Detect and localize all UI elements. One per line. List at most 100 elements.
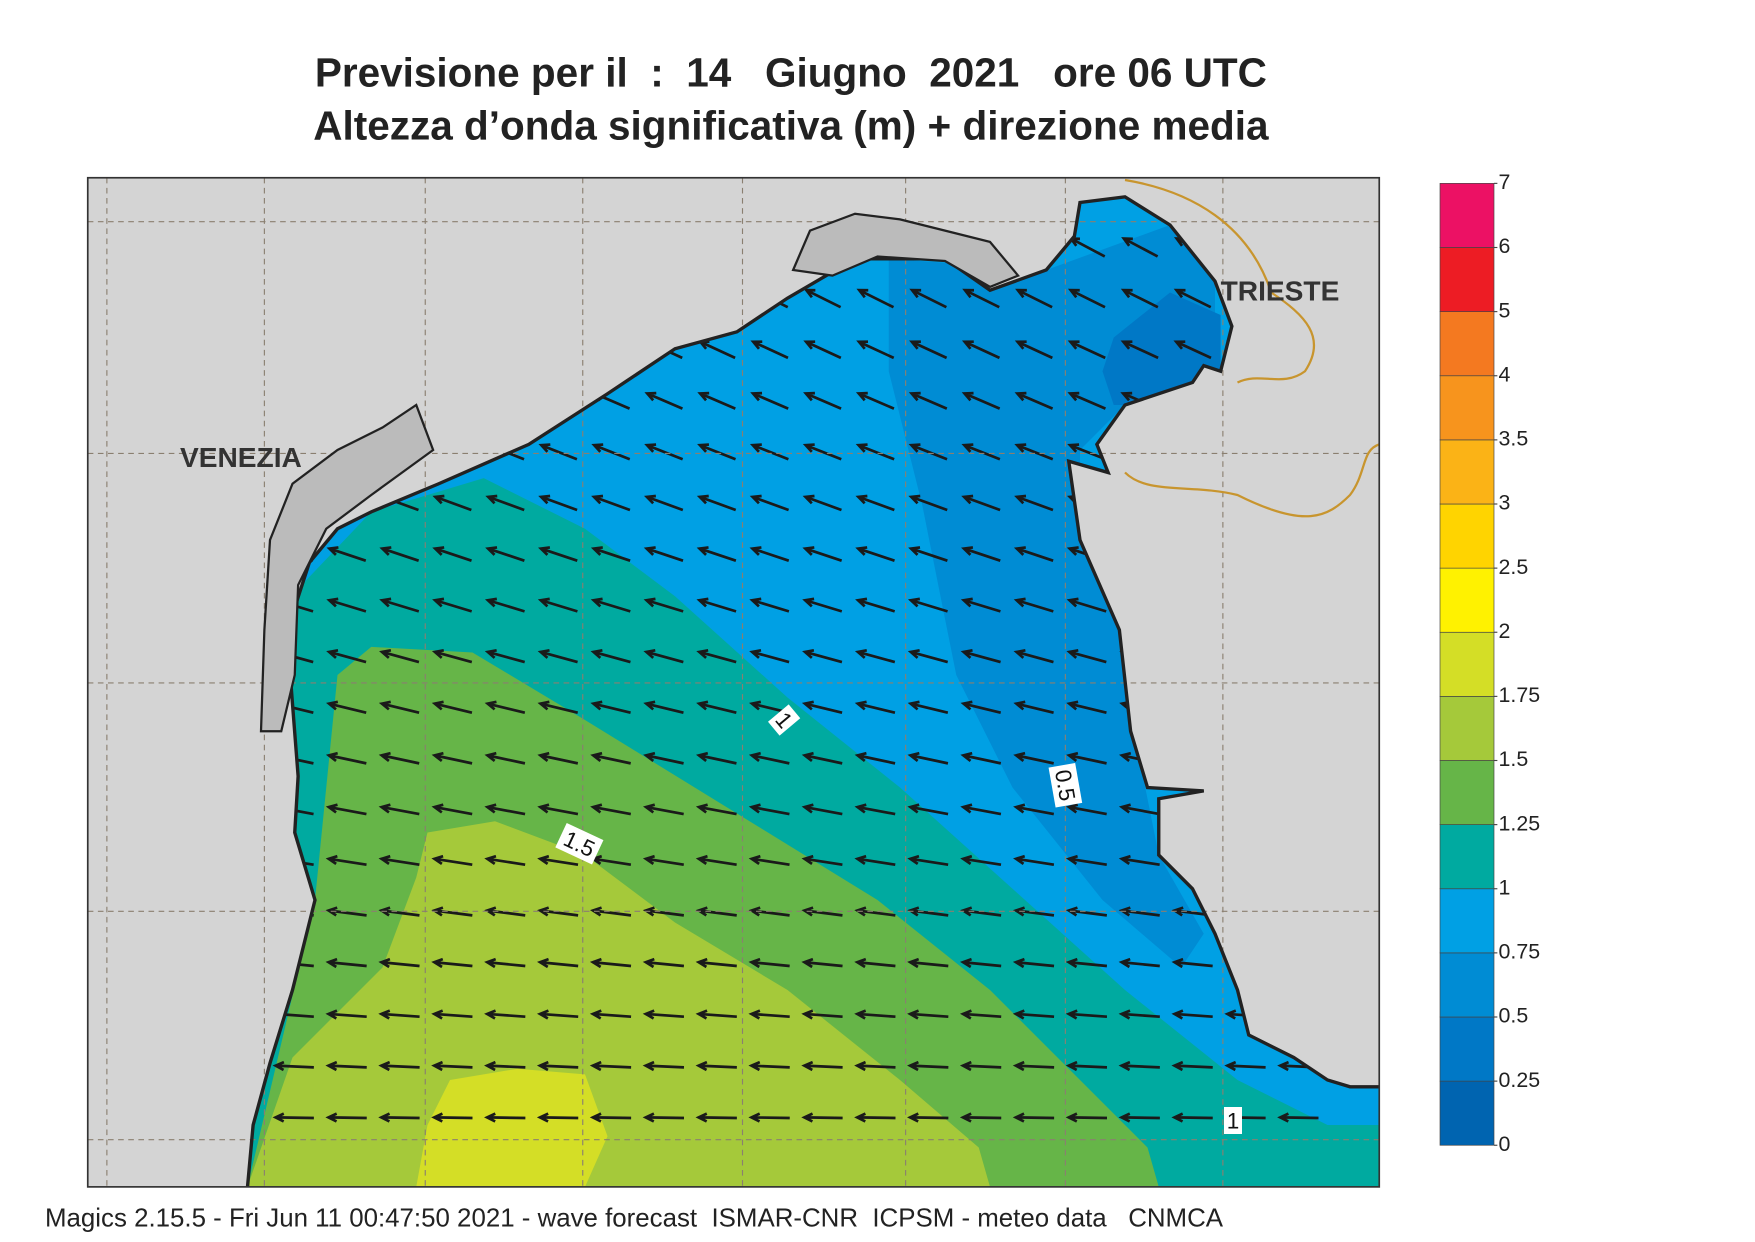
colorbar-label: 3.5 [1499,427,1529,451]
arrow [378,1112,420,1123]
arrow [1067,340,1106,360]
arrow [748,803,790,816]
arrow [379,648,420,664]
colorbar-box [1439,1016,1495,1082]
arrow [801,854,843,867]
arrow [961,546,1001,562]
arrow [538,494,578,512]
arrow [750,340,789,360]
contour-label-text: 1 [1227,1108,1240,1133]
arrow [591,443,631,461]
arrow [1014,340,1053,360]
map-frame [86,176,1381,1188]
arrow [961,340,1001,360]
arrow [484,597,525,613]
colorbar-label: 1.75 [1499,683,1541,707]
arrow [750,391,789,410]
arrow [536,1009,579,1020]
arrow [590,597,631,613]
arrow [642,1112,685,1123]
arrow [326,546,367,562]
arrow [854,1060,896,1072]
arrow [326,648,367,664]
arrow [642,1009,685,1020]
arrow [907,906,949,917]
arrow [643,751,684,765]
arrow [642,906,685,917]
arrow [1171,1112,1213,1123]
colorbar-label: 5 [1499,298,1511,322]
arrow [801,700,843,715]
arrow [378,1060,420,1072]
arrow [855,494,895,512]
arrow [959,1112,1002,1123]
arrow [854,1112,896,1123]
colorbar-label: 7 [1499,170,1511,194]
arrow [749,648,790,664]
arrow [960,700,1002,715]
arrow [325,751,367,765]
arrow [1066,597,1107,613]
colorbar-box [1439,696,1495,761]
arrow [537,854,579,867]
arrow [643,597,684,613]
colorbar-box [1439,631,1495,697]
arrow [1066,648,1107,664]
colorbar-label: 1.25 [1499,811,1541,835]
arrow [537,597,578,613]
arrow [749,546,790,562]
arrow [1118,957,1160,969]
lagoon [259,403,435,733]
arrow [431,751,473,765]
arrow [590,700,631,715]
border [1124,178,1380,518]
arrow [803,288,842,309]
arrow [855,391,895,410]
band [416,1068,608,1187]
arrow [801,1060,843,1072]
arrow [749,494,790,512]
arrow [907,1112,949,1123]
arrow [484,648,526,664]
colorbar-box [1439,760,1495,825]
arrow [325,1009,367,1020]
arrow [962,288,1000,309]
arrow [1277,1112,1319,1123]
arrow [854,1009,896,1020]
arrow [908,494,948,512]
arrow [696,597,737,613]
arrow [484,803,526,816]
arrow [855,546,895,562]
arrow [801,1112,843,1123]
arrow [802,597,843,613]
colorbar-box [1439,888,1495,954]
arrow [1065,1060,1108,1072]
arrow [642,957,685,969]
arrow [431,1112,473,1123]
arrow [643,700,684,715]
lagoon [791,212,1020,289]
arrow [696,700,737,715]
arrow [1120,288,1159,309]
arrow [909,288,947,309]
arrow [432,494,472,512]
arrow [378,700,420,715]
arrow [1224,1060,1266,1072]
arrow [590,803,632,816]
arrow [537,957,579,969]
arrow [695,906,737,917]
arrow [1173,340,1212,360]
arrow [960,803,1002,816]
arrow [590,648,631,664]
arrow [749,597,790,613]
arrow [1012,1009,1055,1020]
colorbar-label: 2 [1499,619,1511,643]
arrow [696,546,737,562]
arrow [697,391,736,410]
arrow [696,648,737,664]
arrow [855,443,895,461]
arrow [643,494,684,512]
arrow [432,546,472,562]
arrow [1118,906,1160,917]
contour-label: 1 [1224,1107,1242,1134]
